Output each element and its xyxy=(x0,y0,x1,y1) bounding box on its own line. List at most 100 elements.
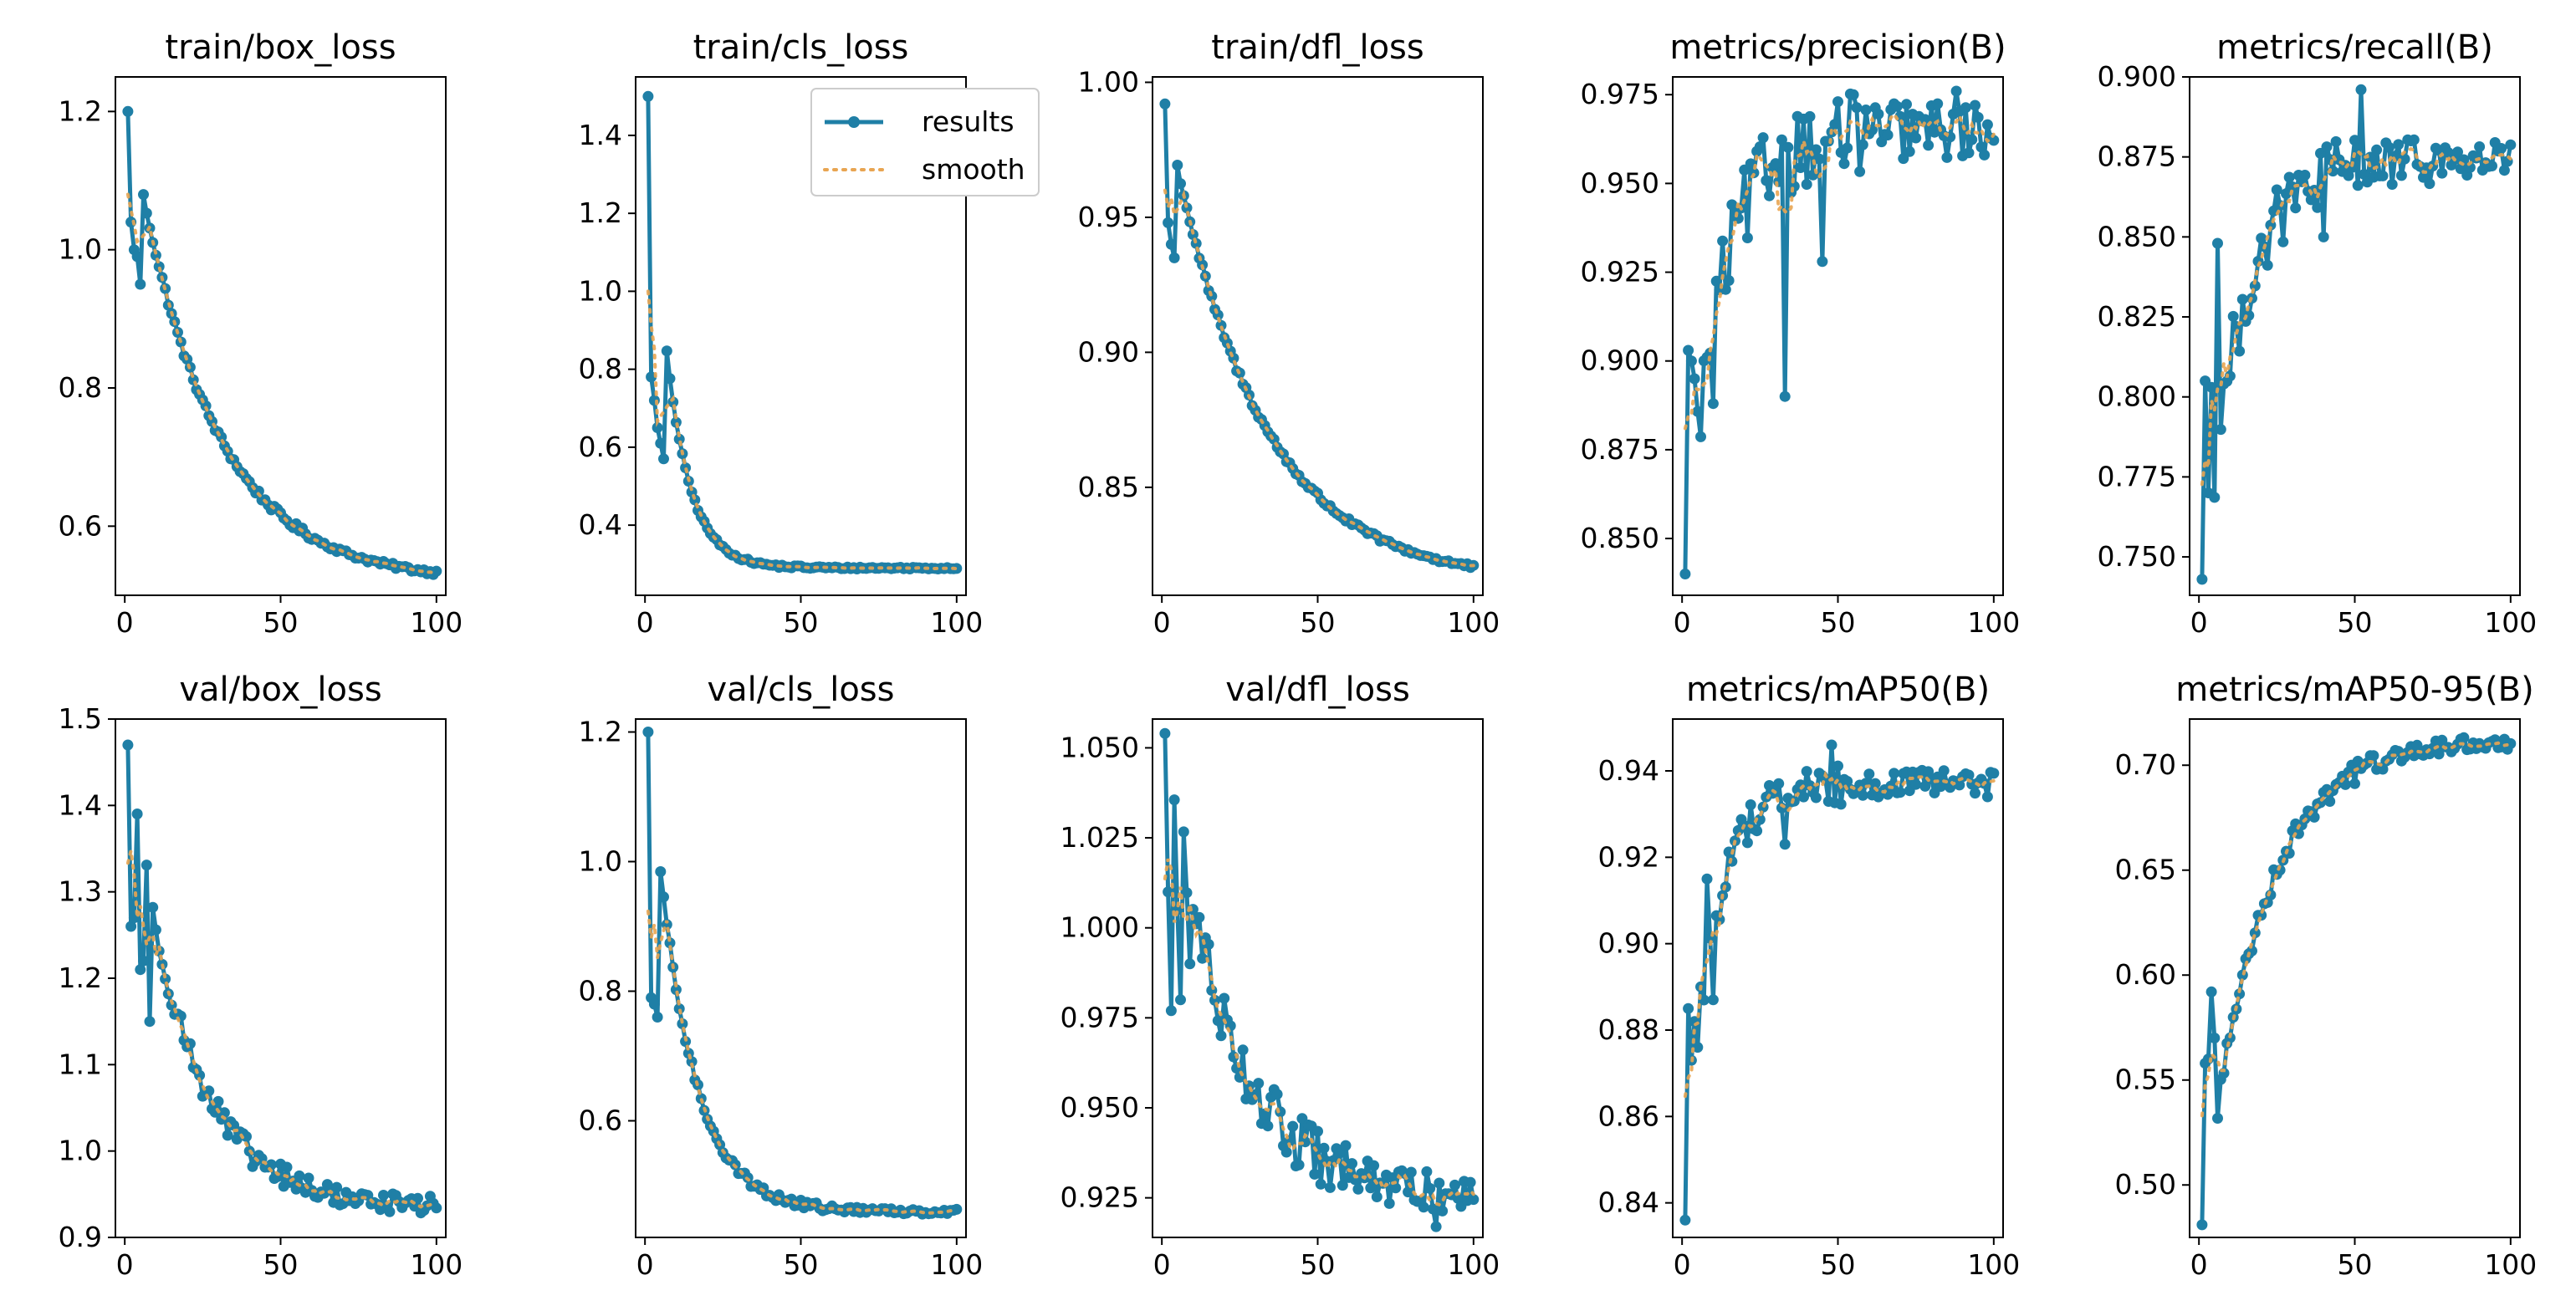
results-point xyxy=(1932,98,1944,110)
results-point xyxy=(2330,135,2342,147)
results-point xyxy=(122,739,134,751)
results-point xyxy=(1810,792,1822,803)
results-point xyxy=(2292,828,2304,839)
results-point xyxy=(689,494,701,506)
results-point xyxy=(1468,1194,1480,1206)
x-tick-label: 100 xyxy=(1447,1248,1500,1281)
results-point xyxy=(1685,355,1697,367)
x-tick-label: 50 xyxy=(1301,1248,1336,1281)
legend-results-marker xyxy=(848,116,860,128)
legend-smooth-label: smooth xyxy=(922,153,1025,186)
results-point xyxy=(1237,1044,1249,1056)
y-tick-label: 0.9 xyxy=(59,1221,102,1253)
y-tick-label: 0.8 xyxy=(59,371,102,404)
results-point xyxy=(2408,134,2420,145)
results-point xyxy=(1271,1089,1283,1100)
results-point xyxy=(1430,1221,1442,1232)
results-point xyxy=(1857,139,1868,150)
y-tick-label: 1.00 xyxy=(1078,65,1139,98)
y-tick-label: 0.6 xyxy=(579,1104,622,1137)
results-point xyxy=(1692,406,1704,417)
results-point xyxy=(1365,1182,1377,1194)
results-point xyxy=(1829,119,1841,130)
subplot-title: metrics/mAP50-95(B) xyxy=(2175,671,2533,709)
results-point xyxy=(1801,179,1812,190)
results-point xyxy=(1757,132,1769,144)
results-point xyxy=(1810,144,1822,156)
results-line xyxy=(1683,742,1995,1221)
results-point xyxy=(652,1012,663,1023)
results-point xyxy=(160,973,171,985)
results-point xyxy=(138,955,149,967)
results-point xyxy=(1857,789,1868,801)
results-point xyxy=(1764,190,1775,201)
subplot-metrics-recall-b-: metrics/recall(B) 0 50 100 0.750 0.775 0.800 0.… xyxy=(2098,28,2538,639)
results-point xyxy=(1988,135,2000,146)
results-point xyxy=(2458,732,2470,743)
y-tick-label: 0.50 xyxy=(2115,1168,2176,1201)
results-point xyxy=(2209,1033,2221,1043)
results-point xyxy=(2262,259,2273,271)
results-point xyxy=(1910,132,1922,144)
results-point xyxy=(642,90,654,102)
results-point xyxy=(2234,345,2246,357)
results-point xyxy=(652,422,663,433)
x-tick-label: 50 xyxy=(784,1248,819,1281)
results-point xyxy=(1848,89,1859,100)
y-tick-label: 0.950 xyxy=(1061,1091,1139,1124)
results-point xyxy=(1203,938,1214,950)
results-point xyxy=(2436,167,2448,179)
results-point xyxy=(1262,1120,1274,1132)
y-tick-label: 1.0 xyxy=(59,233,102,266)
y-tick-label: 0.875 xyxy=(1581,433,1659,466)
subplot-train-cls-loss: train/cls_loss 0 50 100 0.4 0.6 0.8 1.0 1.2 1.4 re… xyxy=(579,28,1040,639)
results-point xyxy=(1910,778,1922,790)
results-point xyxy=(1683,1002,1694,1014)
x-tick-label: 0 xyxy=(2190,606,2208,639)
results-point xyxy=(1405,1166,1417,1178)
results-point xyxy=(141,207,152,219)
x-tick-label: 0 xyxy=(1153,1248,1171,1281)
results-point xyxy=(2349,778,2360,789)
results-line xyxy=(2200,735,2512,1225)
results-point xyxy=(1782,141,1794,153)
results-point xyxy=(1159,98,1171,110)
y-tick-label: 0.975 xyxy=(1581,78,1659,110)
results-point xyxy=(1966,134,1978,145)
results-point xyxy=(2349,135,2360,146)
y-tick-label: 1.4 xyxy=(59,788,102,821)
results-point xyxy=(281,1161,293,1173)
y-tick-label: 0.6 xyxy=(59,509,102,542)
results-point xyxy=(1950,85,1962,97)
results-point xyxy=(1427,1203,1439,1215)
results-point xyxy=(673,433,685,445)
results-point xyxy=(2487,161,2497,171)
results-point xyxy=(1741,232,1753,243)
results-point xyxy=(1988,768,2000,779)
results-point xyxy=(144,1016,156,1028)
results-point xyxy=(1163,886,1174,898)
results-point xyxy=(2498,165,2510,176)
y-tick-label: 1.4 xyxy=(579,119,622,151)
subplot-title: val/box_loss xyxy=(179,671,381,709)
results-point xyxy=(2212,1113,2223,1124)
results-point xyxy=(1894,787,1906,798)
x-tick-label: 50 xyxy=(263,1248,299,1281)
results-point xyxy=(1717,235,1729,247)
subplot-title: val/dfl_loss xyxy=(1225,671,1410,709)
results-point xyxy=(677,1018,688,1029)
results-point xyxy=(1287,1120,1299,1132)
results-point xyxy=(1869,778,1881,789)
results-point xyxy=(1817,256,1828,268)
y-tick-label: 0.900 xyxy=(2098,60,2176,93)
results-point xyxy=(1695,431,1706,442)
results-point xyxy=(661,345,672,357)
subplot-val-dfl-loss: val/dfl_loss 0 50 100 0.925 0.950 0.975 1.000 1.… xyxy=(1061,671,1500,1281)
results-point xyxy=(1175,994,1186,1006)
results-point xyxy=(2277,236,2289,247)
results-point xyxy=(1337,1180,1348,1191)
smooth-line xyxy=(1163,858,1475,1207)
results-point xyxy=(1219,992,1230,1004)
results-point xyxy=(951,1203,963,1215)
results-point xyxy=(153,261,165,273)
